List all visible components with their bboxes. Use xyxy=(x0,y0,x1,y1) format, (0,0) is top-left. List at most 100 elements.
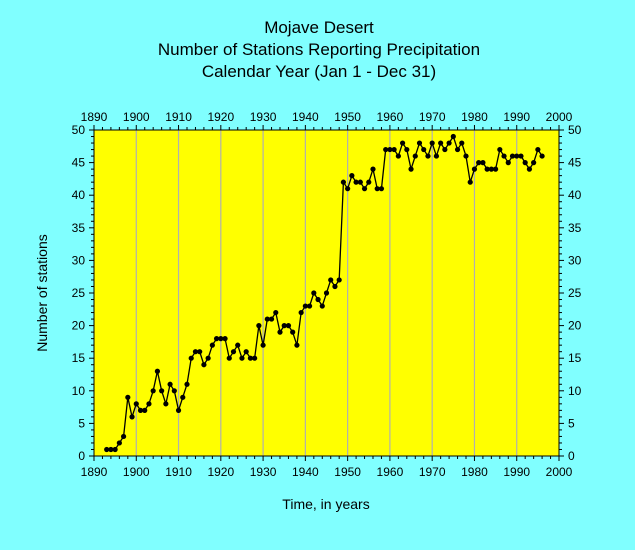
data-point-1943 xyxy=(315,296,321,303)
x-tick-label-bottom-1950: 1950 xyxy=(334,465,361,479)
data-point-1924 xyxy=(235,342,241,348)
data-point-1972 xyxy=(438,140,444,146)
data-point-1963 xyxy=(399,140,406,146)
data-point-1982 xyxy=(480,160,486,166)
data-point-1897 xyxy=(120,433,127,440)
y-tick-label-right-15: 15 xyxy=(568,351,582,365)
y-axis-label: Number of stations xyxy=(34,234,50,352)
data-point-1894 xyxy=(108,446,114,453)
data-point-1914 xyxy=(192,349,199,355)
data-point-1988 xyxy=(505,160,511,166)
y-tick-label-right-30: 30 xyxy=(568,253,582,267)
data-point-1966 xyxy=(412,153,418,159)
y-tick-label-left-15: 15 xyxy=(72,351,86,365)
y-tick-label-right-10: 10 xyxy=(568,384,582,398)
data-point-1992 xyxy=(522,160,528,166)
data-point-1990 xyxy=(514,153,520,159)
y-tick-label-left-45: 45 xyxy=(72,156,86,170)
data-point-1905 xyxy=(154,368,161,374)
data-point-1920 xyxy=(218,336,224,342)
data-point-1901 xyxy=(137,407,144,413)
x-tick-label-bottom-1930: 1930 xyxy=(250,465,277,479)
x-tick-label-top-1890: 1890 xyxy=(81,110,108,124)
data-point-1921 xyxy=(222,336,228,342)
x-tick-label-bottom-1960: 1960 xyxy=(377,465,404,479)
data-point-1951 xyxy=(349,173,355,179)
data-point-1937 xyxy=(290,329,296,335)
y-tick-label-left-20: 20 xyxy=(72,319,86,333)
data-point-1977 xyxy=(459,140,465,146)
x-tick-label-bottom-1990: 1990 xyxy=(503,465,530,479)
data-point-1991 xyxy=(518,153,524,159)
data-point-1970 xyxy=(429,140,435,146)
data-point-1910 xyxy=(175,407,182,413)
data-point-1984 xyxy=(488,166,494,172)
y-tick-label-right-45: 45 xyxy=(568,156,582,170)
data-point-1950 xyxy=(345,186,351,192)
x-tick-label-bottom-1910: 1910 xyxy=(165,465,192,479)
data-point-1928 xyxy=(252,355,258,361)
data-point-1967 xyxy=(416,140,423,146)
data-point-1912 xyxy=(184,381,190,387)
data-point-1926 xyxy=(243,349,249,355)
data-point-1941 xyxy=(306,303,313,309)
data-point-1996 xyxy=(539,153,545,159)
data-point-1964 xyxy=(404,146,410,153)
data-point-1954 xyxy=(361,186,368,192)
data-point-1971 xyxy=(433,153,440,159)
y-tick-label-left-0: 0 xyxy=(78,449,85,463)
x-tick-label-bottom-1890: 1890 xyxy=(81,465,108,479)
data-point-1936 xyxy=(285,323,292,329)
data-point-1949 xyxy=(340,179,347,185)
data-point-1933 xyxy=(273,309,279,316)
data-point-1974 xyxy=(446,140,452,146)
data-point-1948 xyxy=(336,277,342,283)
data-point-1989 xyxy=(509,153,516,159)
data-point-1896 xyxy=(116,440,122,446)
data-point-1919 xyxy=(213,336,220,342)
data-point-1994 xyxy=(531,160,537,166)
data-point-1915 xyxy=(197,349,203,355)
data-point-1973 xyxy=(442,146,448,153)
x-tick-label-top-1920: 1920 xyxy=(207,110,234,124)
data-point-1960 xyxy=(387,146,393,153)
y-tick-label-left-35: 35 xyxy=(72,221,86,235)
data-point-1922 xyxy=(226,355,232,361)
data-point-1961 xyxy=(391,146,397,153)
y-tick-label-left-10: 10 xyxy=(72,384,86,398)
data-point-1952 xyxy=(353,179,359,185)
data-point-1935 xyxy=(281,323,287,329)
y-tick-label-right-35: 35 xyxy=(568,221,582,235)
data-point-1945 xyxy=(323,290,330,296)
x-tick-label-top-1900: 1900 xyxy=(123,110,150,124)
y-tick-label-left-40: 40 xyxy=(72,188,86,202)
data-point-1953 xyxy=(357,179,363,185)
data-point-1962 xyxy=(395,153,401,159)
x-tick-label-bottom-1940: 1940 xyxy=(292,465,319,479)
data-point-1913 xyxy=(188,355,194,361)
data-point-1934 xyxy=(277,329,283,335)
data-point-1932 xyxy=(268,316,275,322)
data-point-1918 xyxy=(209,342,215,348)
data-point-1985 xyxy=(492,166,499,172)
x-tick-label-top-1940: 1940 xyxy=(292,110,319,124)
y-tick-label-right-0: 0 xyxy=(568,449,575,463)
x-axis-label: Time, in years xyxy=(282,496,369,512)
chart-title-line-1: Mojave Desert xyxy=(264,18,374,37)
x-tick-label-top-1950: 1950 xyxy=(334,110,361,124)
x-tick-label-bottom-1900: 1900 xyxy=(123,465,150,479)
data-point-1957 xyxy=(374,186,380,192)
y-tick-label-right-50: 50 xyxy=(568,123,582,137)
data-point-1929 xyxy=(256,323,262,329)
data-point-1916 xyxy=(201,362,207,368)
data-point-1958 xyxy=(378,186,385,192)
data-point-1986 xyxy=(497,146,503,153)
data-point-1898 xyxy=(125,394,131,400)
data-point-1965 xyxy=(408,166,414,172)
data-point-1900 xyxy=(133,401,139,407)
data-point-1959 xyxy=(383,146,389,153)
data-point-1908 xyxy=(167,381,173,387)
data-point-1895 xyxy=(112,446,118,453)
data-point-1942 xyxy=(311,290,317,296)
